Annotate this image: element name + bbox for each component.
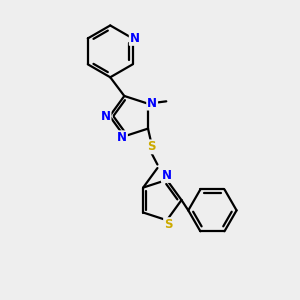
Text: N: N xyxy=(117,131,127,144)
Text: N: N xyxy=(130,32,140,45)
Text: N: N xyxy=(162,169,172,182)
Text: N: N xyxy=(100,110,110,123)
Text: S: S xyxy=(164,218,172,231)
Text: S: S xyxy=(147,140,155,153)
Text: N: N xyxy=(147,97,157,110)
